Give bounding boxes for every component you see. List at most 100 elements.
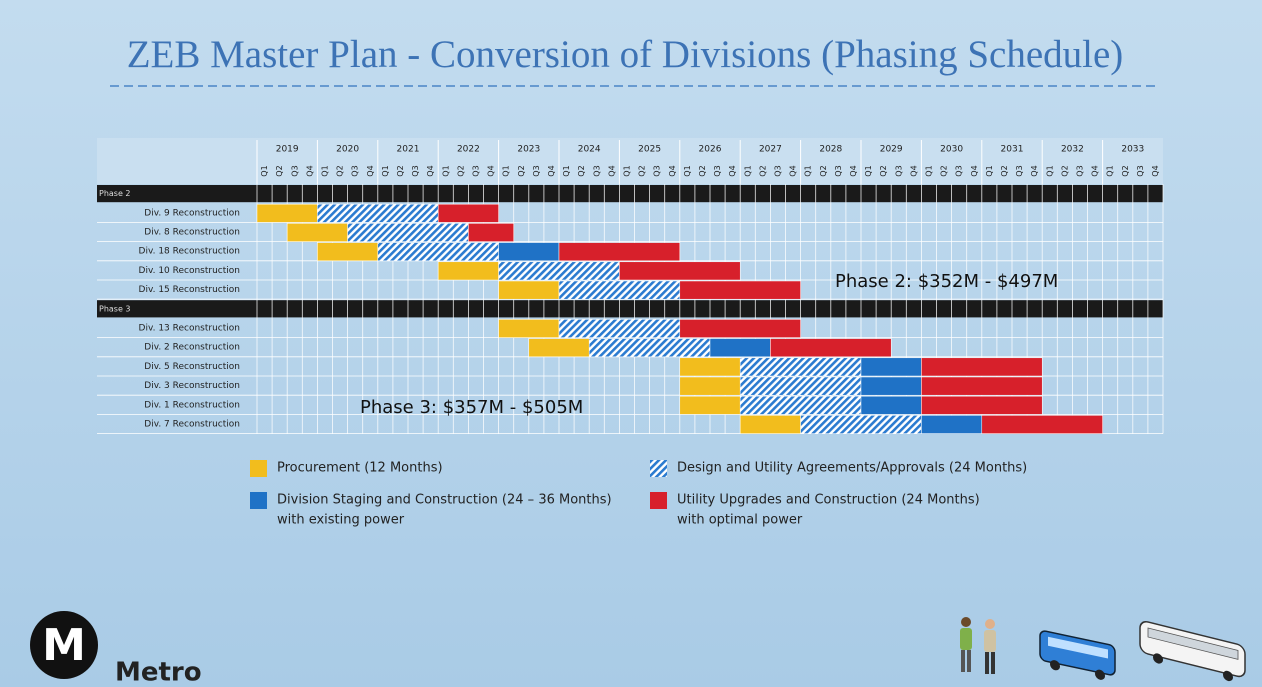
year-label: 2031 <box>1001 145 1024 155</box>
legend-label: Division Staging and Construction (24 – … <box>277 493 612 508</box>
task-label: Div. 8 Reconstruction <box>144 228 240 238</box>
year-label: 2021 <box>397 145 420 155</box>
quarter-label: Q4 <box>305 165 314 176</box>
quarter-label: Q3 <box>1075 165 1084 176</box>
quarter-label: Q3 <box>592 165 601 176</box>
legend-label: Design and Utility Agreements/Approvals … <box>677 461 1027 476</box>
year-label: 2024 <box>578 145 601 155</box>
task-segment <box>679 357 741 377</box>
annotation: Phase 2: $352M - $497M <box>835 271 1058 292</box>
quarter-label: Q4 <box>970 165 979 176</box>
quarter-label: Q1 <box>562 165 571 176</box>
quarter-label: Q3 <box>955 165 964 176</box>
task-segment <box>437 203 499 223</box>
quarter-label: Q4 <box>909 165 918 176</box>
task-segment <box>860 376 922 396</box>
quarter-label: Q1 <box>441 165 450 176</box>
task-label: Div. 7 Reconstruction <box>144 420 240 430</box>
header-bg <box>97 138 1163 184</box>
task-segment <box>739 415 801 434</box>
quarter-label: Q2 <box>879 165 888 176</box>
legend-note: with optimal power <box>677 513 803 528</box>
year-label: 2020 <box>336 145 359 155</box>
train-icon <box>1139 620 1246 682</box>
quarter-label: Q1 <box>381 165 390 176</box>
quarter-label: Q4 <box>366 165 375 176</box>
quarter-label: Q1 <box>1106 165 1115 176</box>
task-label: Div. 15 Reconstruction <box>139 285 240 295</box>
quarter-label: Q4 <box>1030 165 1039 176</box>
quarter-label: Q1 <box>985 165 994 176</box>
year-label: 2025 <box>638 145 661 155</box>
phase-label: Phase 2 <box>99 189 131 198</box>
quarter-label: Q3 <box>713 165 722 176</box>
phase-bar <box>97 185 1163 203</box>
task-segment <box>679 376 741 396</box>
year-label: 2027 <box>759 145 782 155</box>
quarter-label: Q1 <box>743 165 752 176</box>
task-segment <box>468 223 514 242</box>
bus-icon <box>1039 630 1116 680</box>
quarter-label: Q4 <box>668 165 677 176</box>
quarter-label: Q1 <box>1045 165 1054 176</box>
quarter-label: Q2 <box>336 165 345 176</box>
task-segment <box>709 338 771 358</box>
legend-swatch <box>250 460 267 477</box>
task-segment <box>558 280 681 300</box>
quarter-label: Q1 <box>924 165 933 176</box>
task-segment <box>921 395 1043 415</box>
task-segment <box>860 395 922 415</box>
quarter-label: Q3 <box>351 165 360 176</box>
quarter-label: Q1 <box>622 165 631 176</box>
annotation: Phase 3: $357M - $505M <box>360 397 583 418</box>
year-label: 2026 <box>699 145 722 155</box>
quarter-label: Q1 <box>502 165 511 176</box>
quarter-label: Q4 <box>728 165 737 176</box>
task-segment <box>679 395 741 415</box>
quarter-label: Q2 <box>758 165 767 176</box>
quarter-label: Q2 <box>698 165 707 176</box>
task-segment <box>256 203 318 223</box>
year-label: 2023 <box>517 145 540 155</box>
year-label: 2028 <box>819 145 842 155</box>
quarter-label: Q4 <box>607 165 616 176</box>
logo-symbol: M <box>42 620 86 671</box>
task-segment <box>558 242 681 262</box>
legend: Procurement (12 Months) Design and Utilit… <box>250 460 1027 528</box>
task-segment <box>739 376 862 396</box>
task-segment <box>860 357 922 377</box>
task-segment <box>528 338 590 358</box>
quarter-label: Q2 <box>940 165 949 176</box>
legend-label: Procurement (12 Months) <box>277 461 443 476</box>
quarter-label: Q1 <box>260 165 269 176</box>
quarter-label: Q1 <box>804 165 813 176</box>
quarter-label: Q2 <box>638 165 647 176</box>
phase-bar <box>97 300 1163 318</box>
task-label: Div. 10 Reconstruction <box>139 266 240 276</box>
task-segment <box>921 415 983 434</box>
quarter-label: Q4 <box>849 165 858 176</box>
task-segment <box>498 319 560 338</box>
task-segment <box>437 261 499 281</box>
people-icon <box>960 617 996 674</box>
task-segment <box>921 376 1043 396</box>
quarter-label: Q3 <box>773 165 782 176</box>
task-segment <box>921 357 1043 377</box>
quarter-label: Q3 <box>411 165 420 176</box>
quarter-label: Q2 <box>396 165 405 176</box>
task-segment <box>498 261 620 281</box>
task-label: Div. 13 Reconstruction <box>139 324 240 334</box>
task-segment <box>981 415 1103 434</box>
quarter-label: Q2 <box>456 165 465 176</box>
quarter-label: Q1 <box>683 165 692 176</box>
task-segment <box>679 280 801 300</box>
legend-swatch <box>250 492 267 509</box>
task-segment <box>317 242 379 262</box>
quarter-label: Q3 <box>653 165 662 176</box>
gantt-chart: 2019 Q1 Q2 Q3 Q4 2020 Q1 Q2 Q3 Q4 2021 Q1 Q2 Q3 Q4 2022… <box>97 138 1164 435</box>
quarter-label: Q4 <box>426 165 435 176</box>
quarter-label: Q3 <box>1015 165 1024 176</box>
year-label: 2019 <box>276 145 299 155</box>
year-label: 2032 <box>1061 145 1084 155</box>
